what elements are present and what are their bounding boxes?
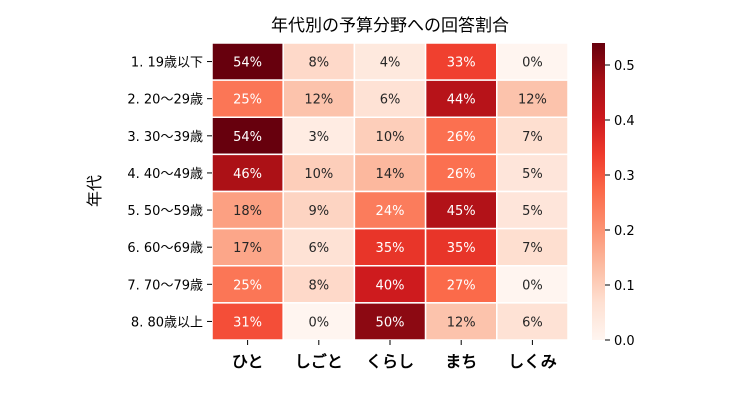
heatmap-cell	[282, 302, 356, 341]
row-label: 7. 70～79歳	[127, 278, 203, 293]
heatmap-cell	[211, 265, 284, 304]
cell-label: 40%	[376, 278, 405, 293]
heatmap-cell	[424, 116, 498, 156]
cell-label: 3%	[308, 130, 329, 145]
cell-label: 18%	[233, 204, 262, 219]
cell-label: 0%	[308, 315, 329, 330]
cell-label: 7%	[522, 130, 543, 145]
cell-label: 8%	[308, 56, 329, 71]
heatmap-cell	[282, 116, 356, 156]
heatmap-cell	[282, 153, 356, 193]
row-label: 5. 50～59歳	[127, 204, 203, 219]
chart-title: 年代別の予算分野への回答割合	[271, 16, 509, 36]
row-labels: 1. 19歳以下 2. 20～29歳 3. 30～39歳 4. 40～49歳 5. 50…	[127, 56, 212, 330]
heatmap-cell	[282, 227, 356, 267]
cell-label: 14%	[376, 167, 405, 182]
column-label: しくみ	[508, 352, 557, 371]
cell-label: 26%	[447, 130, 476, 145]
cell-label: 33%	[447, 56, 476, 71]
colorbar-tick-label: 0.1	[614, 279, 635, 294]
heatmap-cell	[353, 190, 427, 230]
cell-label: 6%	[522, 315, 543, 330]
cell-label: 46%	[233, 167, 262, 182]
heatmap-cell	[211, 302, 284, 341]
column-label: しごと	[295, 352, 343, 371]
row-label: 4. 40～49歳	[127, 167, 203, 182]
cell-label: 10%	[376, 130, 405, 145]
colorbar-ticks: 0.0 0.1 0.2 0.3 0.4 0.5	[605, 59, 635, 349]
cell-label: 6%	[308, 241, 329, 256]
cell-label: 5%	[522, 204, 543, 219]
cell-label: 7%	[522, 241, 543, 256]
colorbar-tick-label: 0.4	[614, 114, 635, 129]
cell-label: 45%	[447, 204, 476, 219]
cell-label: 50%	[376, 315, 405, 330]
cell-label: 17%	[233, 241, 262, 256]
heatmap-cell	[353, 79, 427, 118]
cell-label: 9%	[308, 204, 329, 219]
cell-label: 54%	[233, 56, 262, 71]
cell-label: 0%	[522, 278, 543, 293]
heatmap-cell	[282, 42, 356, 81]
cell-label: 12%	[447, 315, 476, 330]
cell-label: 6%	[380, 93, 401, 108]
column-label: くらし	[366, 352, 414, 371]
cell-label: 44%	[447, 93, 476, 108]
cell-label: 35%	[447, 241, 476, 256]
cell-label: 31%	[233, 315, 262, 330]
heatmap-cell	[496, 227, 569, 267]
cell-label: 5%	[522, 167, 543, 182]
cell-label: 24%	[376, 204, 405, 219]
colorbar	[592, 43, 605, 340]
colorbar-tick-label: 0.2	[614, 224, 635, 239]
heatmap-cell	[496, 79, 569, 118]
heatmap-cell	[282, 190, 356, 230]
row-label: 2. 20～29歳	[127, 93, 203, 108]
column-label: まち	[445, 352, 477, 371]
cell-label: 25%	[233, 93, 262, 108]
cell-label: 12%	[304, 93, 333, 108]
cell-label: 0%	[522, 56, 543, 71]
colorbar-tick-label: 0.0	[614, 334, 635, 349]
y-axis-label: 年代	[85, 175, 104, 207]
column-labels: ひと しごと くらし まち しくみ	[232, 340, 557, 371]
column-label: ひと	[232, 352, 264, 371]
row-label: 1. 19歳以下	[131, 56, 203, 71]
cell-label: 27%	[447, 278, 476, 293]
heatmap-cell	[424, 227, 498, 267]
row-label: 3. 30～39歳	[127, 130, 203, 145]
heatmap-cells: 54% 8% 4% 33% 0% 25% 12% 6% 44% 12% 54% 3% 10% 26% 7% 4…	[211, 42, 569, 341]
cell-label: 25%	[233, 278, 262, 293]
cell-label: 12%	[518, 93, 547, 108]
row-label: 8. 80歳以上	[131, 315, 203, 330]
cell-label: 54%	[233, 130, 262, 145]
cell-label: 8%	[308, 278, 329, 293]
cell-label: 4%	[380, 56, 401, 71]
row-label: 6. 60～69歳	[127, 241, 203, 256]
colorbar-tick-label: 0.5	[614, 59, 635, 74]
cell-label: 35%	[376, 241, 405, 256]
cell-label: 26%	[447, 167, 476, 182]
heatmap-cell	[424, 153, 498, 193]
cell-label: 10%	[304, 167, 333, 182]
heatmap-cell	[496, 153, 569, 193]
colorbar-tick-label: 0.3	[614, 169, 635, 184]
